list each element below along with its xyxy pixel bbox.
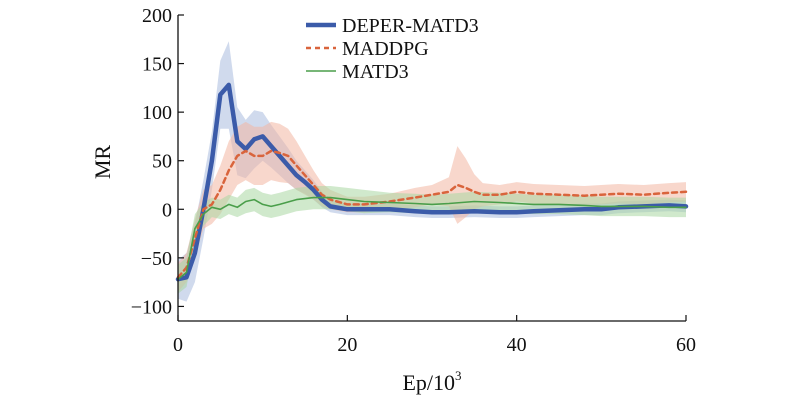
y-axis-label: MR <box>90 145 115 180</box>
y-tick-label: −100 <box>131 296 172 318</box>
x-axis-label-superscript: 3 <box>455 368 462 383</box>
series-line-maddpg <box>176 149 688 279</box>
y-tick-label: −50 <box>141 248 172 270</box>
y-tick-label: 200 <box>142 5 172 27</box>
x-tick-label: 40 <box>507 334 527 356</box>
y-tick-label: 150 <box>142 54 172 76</box>
series-line-matd3 <box>177 196 687 281</box>
legend-label-matd3: MATD3 <box>342 61 409 83</box>
legend-label-maddpg: MADDPG <box>342 38 429 60</box>
series-line-deper-matd3 <box>175 82 689 282</box>
x-tick-label: 60 <box>676 334 696 356</box>
band-maddpg <box>178 121 686 292</box>
y-axis-ticks: 200 150 100 50 0 −50 −100 <box>131 5 184 318</box>
series-lines <box>175 82 689 282</box>
legend-label-deper-matd3: DEPER-MATD3 <box>342 15 479 37</box>
y-tick-label: 50 <box>152 151 172 173</box>
confidence-bands <box>178 41 686 302</box>
x-axis-label-base: Ep/10 <box>402 370 455 395</box>
x-tick-label: 0 <box>173 334 183 356</box>
y-tick-label: 100 <box>142 102 172 124</box>
y-tick-label: 0 <box>162 199 172 221</box>
band-matd3 <box>178 186 686 294</box>
x-axis-ticks: 0 20 40 60 <box>173 315 696 356</box>
x-tick-label: 20 <box>337 334 357 356</box>
x-axis-label: Ep/103 <box>402 368 461 395</box>
